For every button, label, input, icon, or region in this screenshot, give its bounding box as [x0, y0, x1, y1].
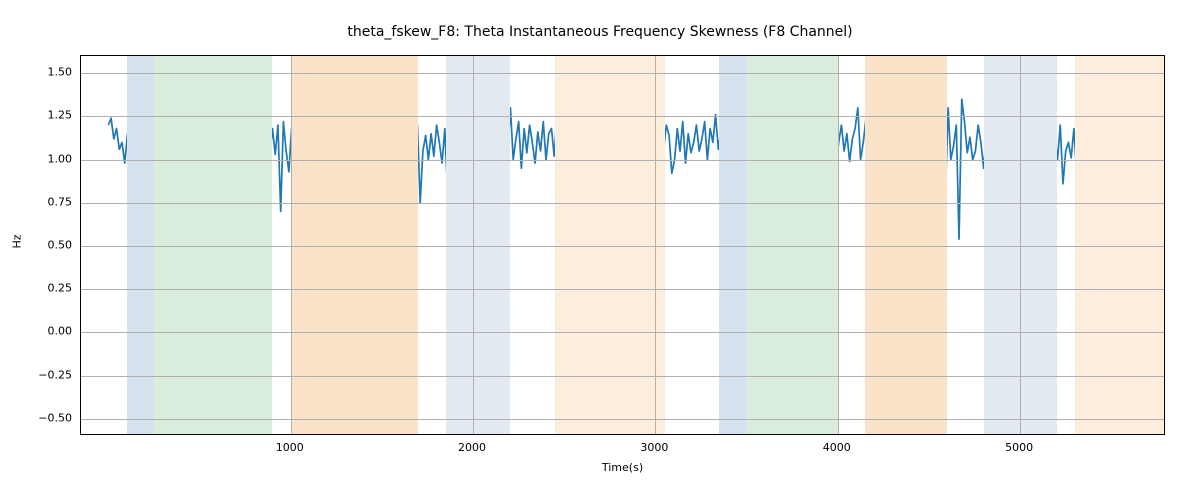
x-tick-label: 4000: [823, 441, 851, 454]
grid-line-horizontal: [81, 246, 1164, 247]
x-tick-label: 1000: [276, 441, 304, 454]
grid-line-horizontal: [81, 419, 1164, 420]
y-tick-label: 0.50: [30, 239, 72, 252]
y-tick-label: 0.25: [30, 282, 72, 295]
x-tick-label: 3000: [640, 441, 668, 454]
highlight-span: [555, 56, 664, 434]
plot-area: [80, 55, 1165, 435]
y-tick-label: −0.50: [30, 411, 72, 424]
y-tick-label: 1.00: [30, 152, 72, 165]
grid-line-horizontal: [81, 332, 1164, 333]
grid-line-horizontal: [81, 73, 1164, 74]
grid-line-vertical: [473, 56, 474, 434]
x-tick-label: 2000: [458, 441, 486, 454]
y-tick-label: 0.75: [30, 195, 72, 208]
highlight-span: [747, 56, 838, 434]
x-tick-label: 5000: [1005, 441, 1033, 454]
grid-line-horizontal: [81, 203, 1164, 204]
grid-line-horizontal: [81, 160, 1164, 161]
y-tick-label: 1.50: [30, 66, 72, 79]
y-tick-label: 1.25: [30, 109, 72, 122]
highlight-span: [719, 56, 746, 434]
highlight-span: [127, 56, 154, 434]
grid-line-vertical: [838, 56, 839, 434]
x-axis-label: Time(s): [80, 461, 1165, 474]
highlight-span: [446, 56, 510, 434]
grid-line-vertical: [1020, 56, 1021, 434]
grid-line-horizontal: [81, 376, 1164, 377]
grid-line-vertical: [655, 56, 656, 434]
chart-title: theta_fskew_F8: Theta Instantaneous Freq…: [0, 24, 1200, 40]
highlight-span: [291, 56, 419, 434]
figure: theta_fskew_F8: Theta Instantaneous Freq…: [0, 0, 1200, 500]
grid-line-vertical: [291, 56, 292, 434]
y-tick-label: 0.00: [30, 325, 72, 338]
y-tick-label: −0.25: [30, 368, 72, 381]
highlight-span: [1075, 56, 1165, 434]
highlight-span: [865, 56, 947, 434]
highlight-span: [154, 56, 273, 434]
y-axis-label: Hz: [11, 234, 24, 248]
grid-line-horizontal: [81, 116, 1164, 117]
grid-line-horizontal: [81, 289, 1164, 290]
